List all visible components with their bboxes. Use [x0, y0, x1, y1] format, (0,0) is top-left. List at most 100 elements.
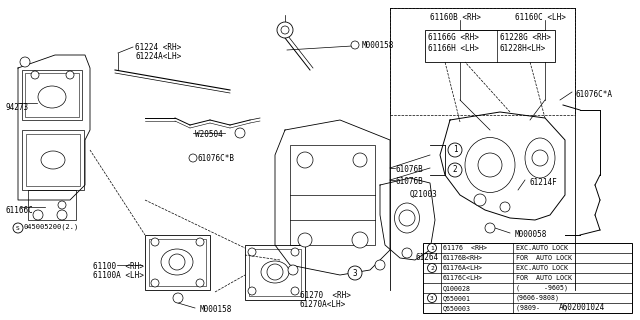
Circle shape — [57, 210, 67, 220]
Circle shape — [297, 152, 313, 168]
Circle shape — [66, 71, 74, 79]
Text: W20504: W20504 — [195, 130, 223, 139]
Bar — [149, 239, 206, 286]
Text: 61264: 61264 — [415, 253, 438, 262]
Text: 61100A <LH>: 61100A <LH> — [93, 271, 144, 280]
Text: 61160B <RH>: 61160B <RH> — [430, 13, 481, 22]
Text: 61176B<RH>: 61176B<RH> — [443, 255, 483, 261]
Circle shape — [151, 279, 159, 287]
Text: Q650001: Q650001 — [443, 295, 471, 301]
Text: (9809-      ): (9809- ) — [516, 305, 568, 311]
Circle shape — [348, 266, 362, 280]
Circle shape — [235, 128, 245, 138]
Text: 61076B: 61076B — [395, 165, 423, 174]
Text: 61228G <RH>: 61228G <RH> — [500, 33, 551, 42]
Text: A602001024: A602001024 — [559, 303, 605, 312]
Text: 61166G <RH>: 61166G <RH> — [428, 33, 479, 42]
Bar — [249, 249, 301, 296]
Text: (      -9605): ( -9605) — [516, 285, 568, 291]
Text: 61076C*A: 61076C*A — [575, 90, 612, 99]
Text: M000158: M000158 — [200, 305, 232, 314]
Text: 61224A<LH>: 61224A<LH> — [135, 52, 181, 61]
Text: S: S — [16, 226, 20, 230]
Bar — [290, 145, 375, 245]
Circle shape — [173, 293, 183, 303]
Text: 1: 1 — [430, 245, 434, 251]
Circle shape — [351, 41, 359, 49]
Text: 045005200(2.): 045005200(2.) — [24, 224, 79, 230]
Circle shape — [399, 210, 415, 226]
Text: 61176A<LH>: 61176A<LH> — [443, 265, 483, 271]
Circle shape — [291, 287, 299, 295]
Bar — [423, 243, 632, 313]
Text: 61076B: 61076B — [395, 177, 423, 186]
Circle shape — [277, 22, 293, 38]
Bar — [22, 70, 82, 120]
Bar — [28, 190, 76, 220]
Bar — [145, 235, 210, 290]
Text: FOR  AUTO LOCK: FOR AUTO LOCK — [516, 275, 572, 281]
Text: 61166C: 61166C — [5, 206, 33, 215]
Text: Q21003: Q21003 — [410, 190, 438, 199]
Circle shape — [13, 223, 23, 233]
Circle shape — [448, 143, 462, 157]
Text: Q100028: Q100028 — [443, 285, 471, 291]
Text: 61076C*B: 61076C*B — [198, 154, 235, 163]
Circle shape — [353, 153, 367, 167]
Text: Q650003: Q650003 — [443, 305, 471, 311]
Circle shape — [267, 264, 283, 280]
Text: 61100  <RH>: 61100 <RH> — [93, 262, 144, 271]
Circle shape — [196, 279, 204, 287]
Text: 61214F: 61214F — [530, 178, 557, 187]
Text: 94273: 94273 — [5, 103, 28, 112]
Circle shape — [281, 26, 289, 34]
Text: 61176  <RH>: 61176 <RH> — [443, 245, 487, 251]
Circle shape — [428, 244, 436, 252]
Bar — [22, 130, 84, 190]
Circle shape — [428, 263, 436, 273]
Circle shape — [151, 238, 159, 246]
Circle shape — [375, 260, 385, 270]
Text: 61270  <RH>: 61270 <RH> — [300, 291, 351, 300]
Circle shape — [288, 265, 298, 275]
Circle shape — [485, 223, 495, 233]
Circle shape — [291, 248, 299, 256]
Text: 61166H <LH>: 61166H <LH> — [428, 44, 479, 53]
Text: EXC.AUTO LOCK: EXC.AUTO LOCK — [516, 245, 568, 251]
Circle shape — [474, 194, 486, 206]
Circle shape — [169, 254, 185, 270]
Bar — [25, 73, 79, 117]
Circle shape — [448, 163, 462, 177]
Text: 2: 2 — [452, 165, 458, 174]
Text: 61160C <LH>: 61160C <LH> — [515, 13, 566, 22]
Circle shape — [196, 238, 204, 246]
Circle shape — [352, 232, 368, 248]
Circle shape — [478, 153, 502, 177]
Circle shape — [20, 57, 30, 67]
Circle shape — [532, 150, 548, 166]
Text: 61224 <RH>: 61224 <RH> — [135, 43, 181, 52]
Circle shape — [58, 201, 66, 209]
Circle shape — [428, 293, 436, 302]
Circle shape — [402, 248, 412, 258]
Circle shape — [248, 287, 256, 295]
Text: 61270A<LH>: 61270A<LH> — [300, 300, 346, 309]
Text: M000158: M000158 — [362, 41, 394, 50]
Bar — [245, 245, 305, 300]
Bar — [26, 134, 80, 186]
Text: 2: 2 — [430, 266, 434, 270]
Text: 61228H<LH>: 61228H<LH> — [500, 44, 547, 53]
Text: 3: 3 — [430, 295, 434, 300]
Text: 1: 1 — [452, 146, 458, 155]
Text: FOR  AUTO LOCK: FOR AUTO LOCK — [516, 255, 572, 261]
Circle shape — [500, 202, 510, 212]
Circle shape — [189, 154, 197, 162]
Circle shape — [298, 233, 312, 247]
Text: 3: 3 — [353, 268, 357, 277]
Circle shape — [31, 71, 39, 79]
Text: 61176C<LH>: 61176C<LH> — [443, 275, 483, 281]
Bar — [425, 30, 555, 62]
Text: (9606-9808): (9606-9808) — [516, 295, 560, 301]
Circle shape — [248, 248, 256, 256]
Text: M000058: M000058 — [515, 230, 547, 239]
